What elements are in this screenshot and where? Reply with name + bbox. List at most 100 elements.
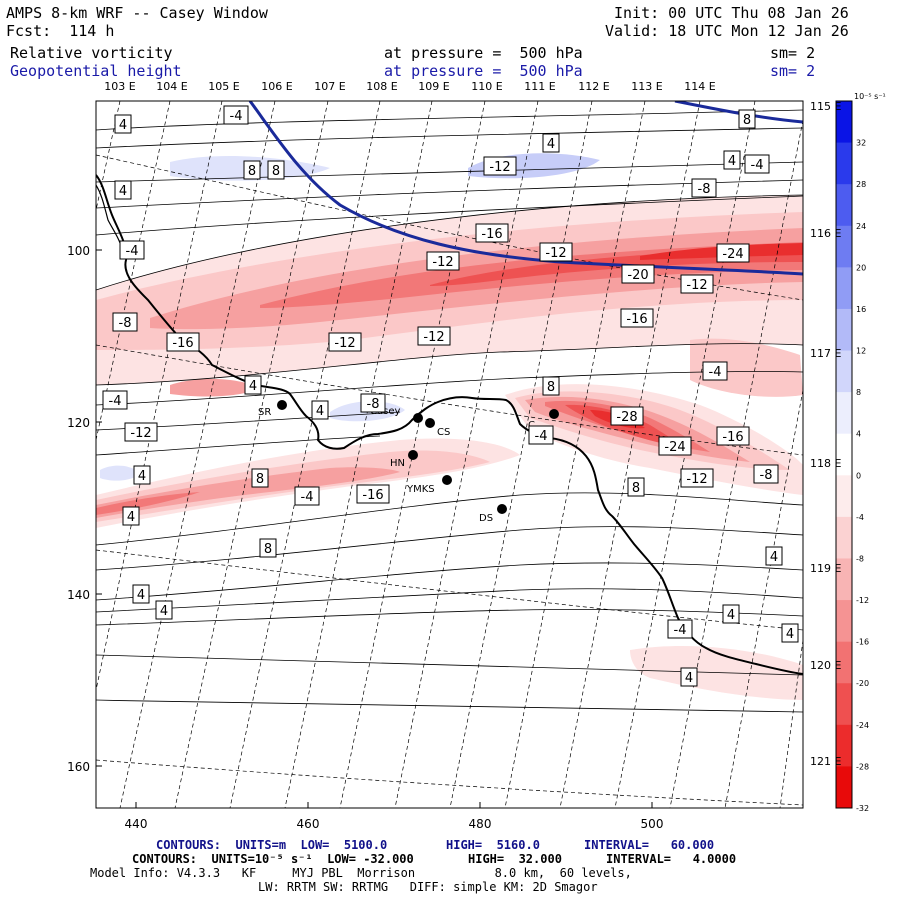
- contour-label: 4: [160, 604, 168, 619]
- y-tick-label: 100: [67, 244, 90, 258]
- colorbar-swatch: [836, 724, 852, 767]
- negative-vorticity-band: [96, 492, 200, 515]
- colorbar-label: -4: [856, 513, 864, 522]
- colorbar-label: 20: [856, 263, 866, 272]
- station-label: HN: [390, 458, 405, 469]
- colorbar-swatch: [836, 308, 852, 352]
- contour-label: -16: [172, 336, 193, 351]
- colorbar-swatch: [836, 433, 852, 476]
- contour-label: -4: [126, 244, 139, 259]
- contour-label: 8: [272, 164, 280, 179]
- contour-label-box: [356, 484, 390, 504]
- lon-label: 103 E: [104, 80, 135, 93]
- contour-label-box: [753, 464, 779, 484]
- colorbar-swatch: [836, 475, 852, 518]
- contour-label: 4: [249, 379, 257, 394]
- colorbar-swatch: [836, 641, 852, 684]
- x-tick-label: 480: [469, 817, 492, 831]
- lon-label-right: 120 E: [810, 659, 841, 672]
- contour-label: 4: [786, 627, 794, 642]
- contour-label: 4: [685, 671, 693, 686]
- contour-label-box: [680, 468, 714, 488]
- colorbar-swatch: [836, 600, 852, 643]
- contour-label: 8: [743, 113, 751, 128]
- contour-label-box: [716, 426, 750, 446]
- field2-name: Geopotential height: [10, 62, 182, 80]
- colorbar-swatch: [836, 350, 852, 393]
- contour-label-box: [122, 506, 140, 526]
- colorbar-swatch: [836, 392, 852, 435]
- vorticity-field: [96, 101, 803, 808]
- x-tick-label: 440: [125, 817, 148, 831]
- contour-label-box: [311, 400, 329, 420]
- lon-label-right: 121 E: [810, 755, 841, 768]
- contour-label: -4: [751, 158, 764, 173]
- station-marker: [549, 409, 559, 419]
- colorbar-label: -20: [856, 679, 869, 688]
- contour-label: 4: [137, 588, 145, 603]
- negative-vorticity-band: [96, 467, 400, 518]
- station-marker: [442, 475, 452, 485]
- contour-label: -16: [362, 488, 383, 503]
- contour-label: 8: [248, 164, 256, 179]
- station-marker: [408, 450, 418, 460]
- colorbar-label: -12: [856, 596, 869, 605]
- contour-label-box: [133, 465, 151, 485]
- lon-label-right: 115 E: [810, 100, 841, 113]
- contour-label-box: [610, 406, 644, 426]
- axis-ticks: [96, 249, 653, 808]
- y-tick-label: 160: [67, 760, 90, 774]
- contour-label-box: [119, 240, 145, 260]
- contour-label-box: [528, 425, 554, 445]
- contour-label-box: [223, 105, 249, 125]
- contour-label-box: [691, 178, 717, 198]
- contour-label-box: [627, 477, 645, 497]
- contour-label-box: [738, 109, 756, 129]
- colorbar-label: 0: [856, 471, 861, 480]
- colorbar-swatch: [836, 516, 852, 559]
- contour-label: 4: [728, 154, 736, 169]
- colorbar-swatch: [836, 142, 852, 185]
- colorbar-label: 28: [856, 180, 866, 189]
- contour-label: 4: [127, 510, 135, 525]
- contour-label-box: [621, 264, 655, 284]
- lon-label-right: 116 E: [810, 227, 841, 240]
- field1-smooth: sm= 2: [770, 44, 816, 62]
- positive-vorticity-patch: [100, 465, 140, 481]
- colorbar-label: 24: [856, 222, 866, 231]
- station-marker: [413, 413, 423, 423]
- lon-label: 107 E: [314, 80, 345, 93]
- contour-label: 8: [547, 380, 555, 395]
- contour-label-box: [702, 361, 728, 381]
- colorbar-swatch: [836, 683, 852, 726]
- contour-label: -16: [481, 227, 502, 242]
- contour-label-box: [475, 223, 509, 243]
- colorbar-swatch: [836, 766, 852, 809]
- contour-label-box: [132, 584, 150, 604]
- contour-label: -12: [489, 160, 510, 175]
- height-contour-info: CONTOURS: UNITS=m LOW= 5100.0: [156, 838, 388, 852]
- colorbar-swatch: [836, 225, 852, 268]
- contour-label: -24: [722, 247, 743, 262]
- contour-label-box: [112, 312, 138, 332]
- field2-smooth: sm= 2: [770, 62, 816, 80]
- colorbar-label: -16: [856, 638, 869, 647]
- contour-label: 4: [547, 137, 555, 152]
- station-marker: [425, 418, 435, 428]
- contour-label: 4: [727, 608, 735, 623]
- contour-label: 4: [770, 550, 778, 565]
- model-title: AMPS 8-km WRF -- Casey Window: [6, 4, 268, 22]
- contour-label: -12: [686, 278, 707, 293]
- colorbar-swatch: [836, 184, 852, 227]
- colorbar-label: -8: [856, 554, 864, 563]
- contour-label-box: [542, 133, 560, 153]
- contour-label: 4: [119, 184, 127, 199]
- contour-label-box: [765, 546, 783, 566]
- lon-label: 113 E: [631, 80, 662, 93]
- colorbar-swatch: [836, 558, 852, 601]
- colorbar: 32 28 24 20 16 12 8 4 0 -4 -8 -12 -16 -20 -24 -28 -32: [835, 100, 869, 813]
- contour-label-box: [259, 538, 277, 558]
- x-tick-label: 460: [297, 817, 320, 831]
- height-contour-interval: INTERVAL= 60.000: [584, 838, 715, 852]
